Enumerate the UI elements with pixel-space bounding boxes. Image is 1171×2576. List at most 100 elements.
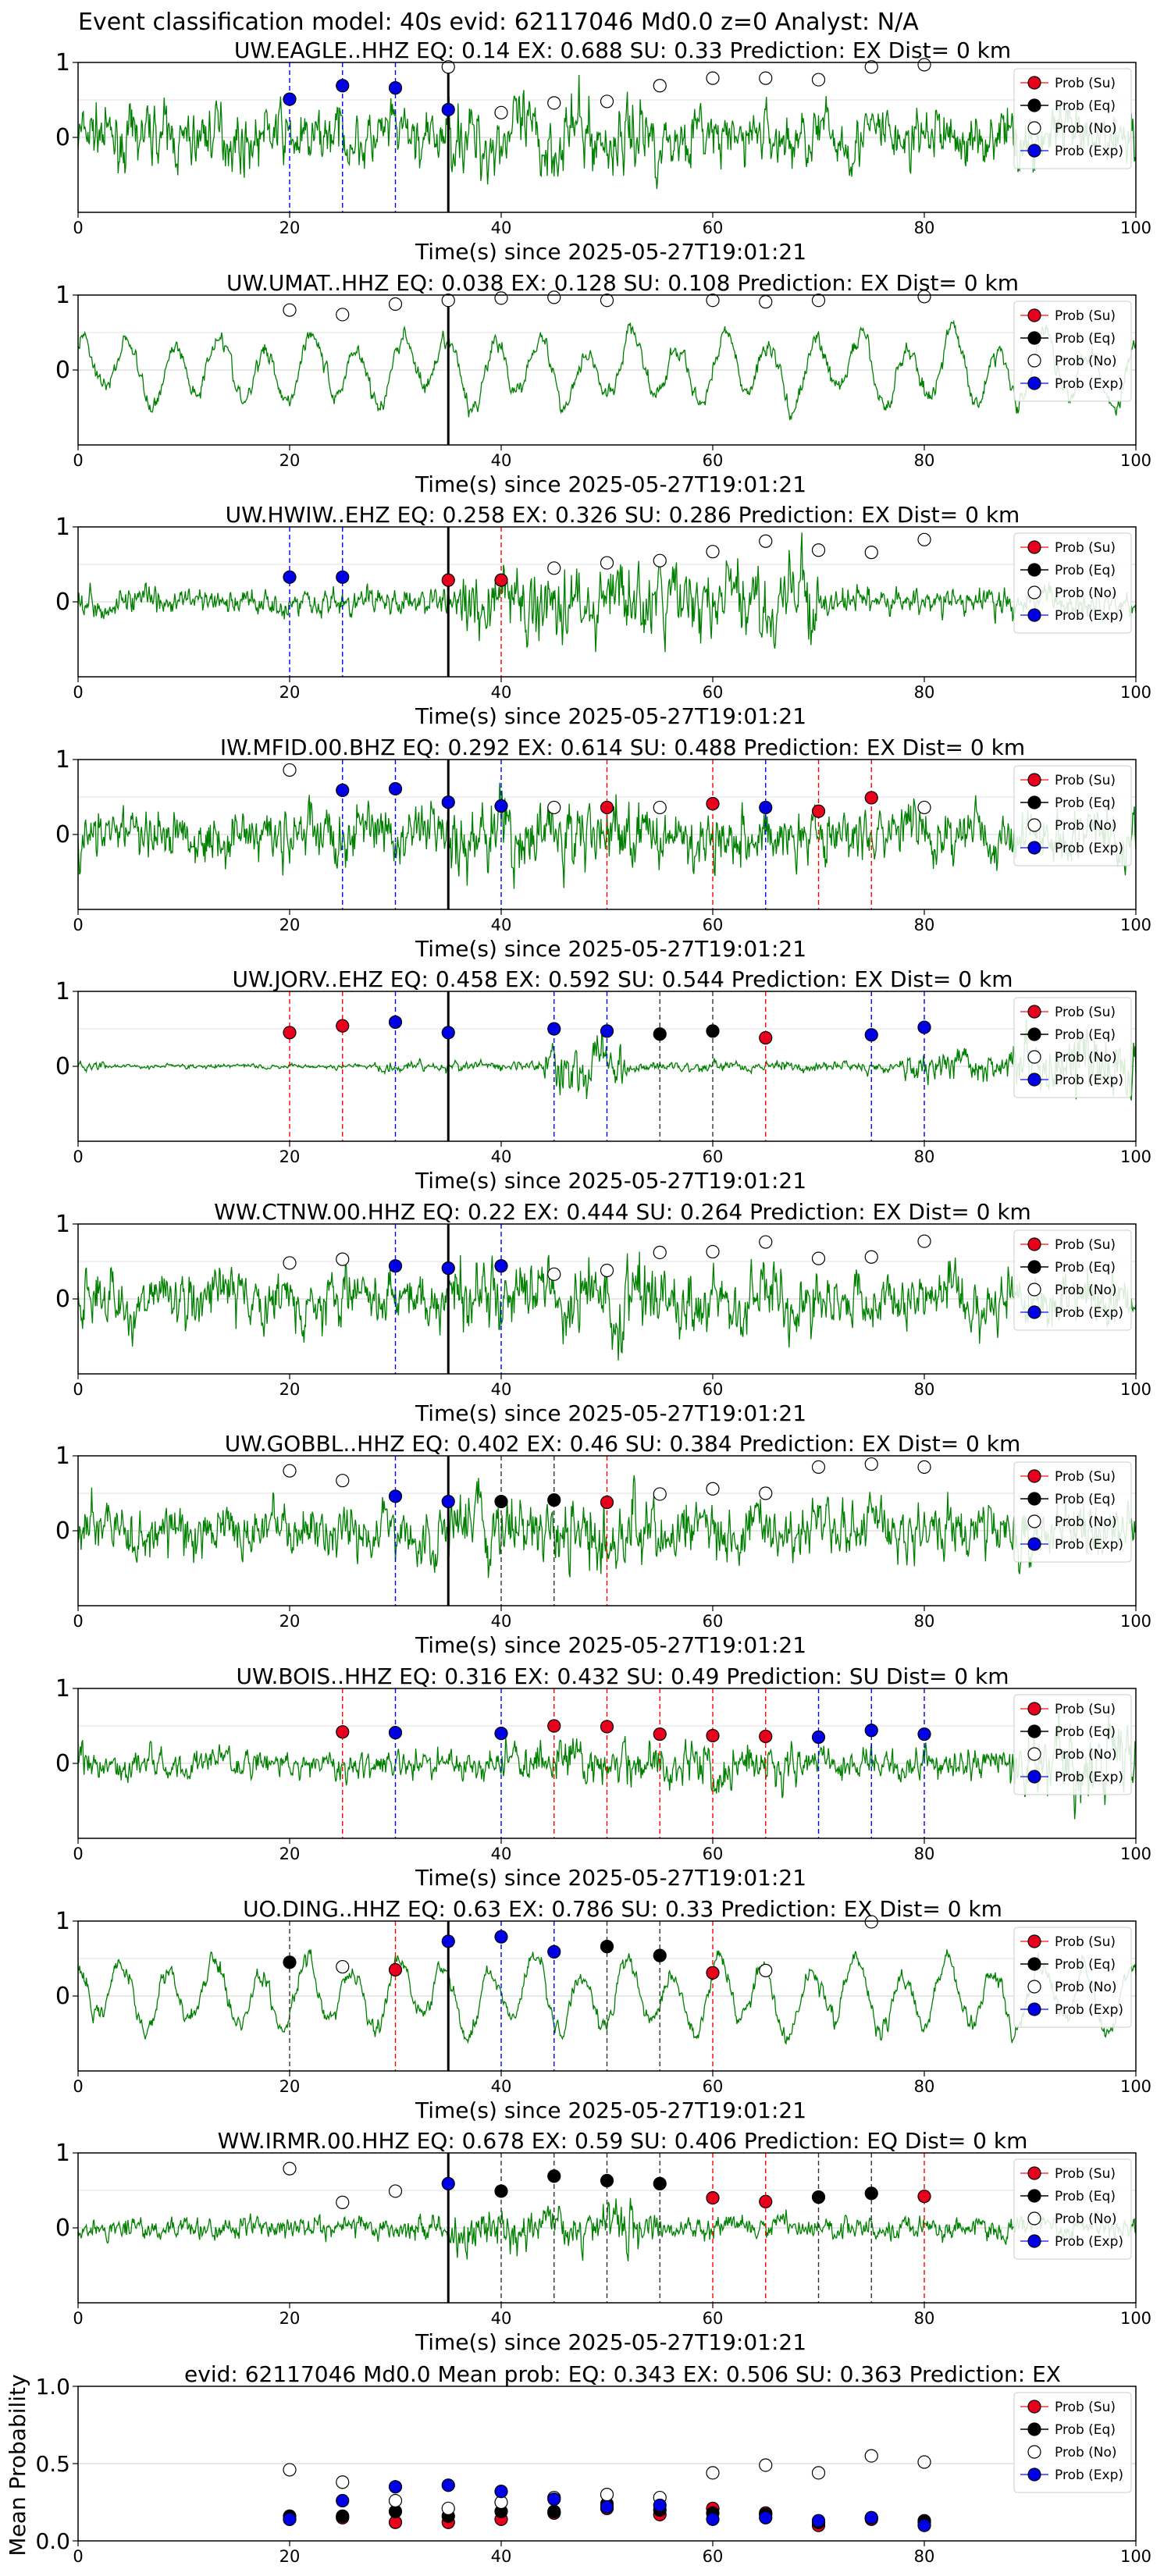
x-tick-label: 0 [73,1147,83,1166]
x-tick-label: 20 [279,2309,301,2328]
x-tick-label: 60 [703,1845,724,1863]
panel-10: 0 20 40 60 80 100 0 1 WW.IRMR.00.HHZ EQ: 0.678 E… [55,2128,1151,2355]
x-tick-label: 0 [73,1845,83,1863]
y-tick-label: 1 [55,746,70,774]
prob-point-no [759,534,773,548]
x-tick-label: 100 [1120,2077,1151,2096]
prob-point-eq [864,2186,878,2201]
x-axis-label: Time(s) since 2025-05-27T19:01:21 [415,703,806,729]
prob-point-exp [494,1259,508,1273]
prob-point-exp [600,1024,614,1038]
legend-label: Prob (Eq) [1055,2189,1116,2204]
prob-point-no [336,1252,350,1266]
legend-box [1013,1229,1132,1331]
legend-marker-exp [1027,2234,1041,2248]
panel-4: 0 20 40 60 80 100 0 1 IW.MFID.00.BHZ EQ: 0.292 E… [55,735,1151,962]
mean-prob-point-exp [653,2498,667,2513]
prob-point-no [811,1251,826,1265]
x-tick-label: 60 [703,1380,724,1399]
legend-marker-su [1027,773,1041,787]
legend-marker-eq [1027,1724,1041,1738]
x-tick-label: 0 [73,451,83,470]
prob-point-su [494,573,508,587]
prob-point-eq [653,1948,667,1962]
legend: Prob (Su) Prob (Eq) Prob (No) Prob (Exp) [1013,1694,1132,1795]
x-tick-label: 20 [279,1612,301,1631]
prob-point-su [336,1019,350,1033]
prob-point-exp [388,781,403,796]
x-tick-label: 40 [491,683,512,702]
legend-marker-su [1027,1469,1041,1483]
y-tick-label: 1 [55,1908,70,1935]
x-tick-label: 80 [914,683,935,702]
x-tick-label: 20 [279,2547,301,2566]
prob-point-no [759,1963,773,1977]
x-tick-label: 80 [914,219,935,237]
legend-box [1013,1694,1132,1795]
prob-point-exp [388,1726,403,1740]
x-tick-label: 60 [703,2077,724,2096]
x-axis-label: Time(s) since 2025-05-27T19:01:21 [415,1865,806,1891]
x-tick-label: 40 [491,2077,512,2096]
legend-label: Prob (Exp) [1055,2234,1123,2250]
prob-point-eq [811,2190,826,2204]
x-tick-label: 80 [914,1380,935,1399]
legend-label: Prob (Su) [1055,76,1116,91]
prob-point-exp [441,795,455,809]
mean-prob-point-exp [706,2512,720,2526]
prob-point-no [653,1245,667,1260]
legend-marker-exp [1027,1073,1041,1087]
prob-point-su [441,573,455,587]
legend-label: Prob (Eq) [1055,331,1116,347]
legend-box [1013,1927,1132,2028]
legend-box [1013,2158,1132,2260]
legend-marker-eq [1027,1260,1041,1274]
prob-point-no [917,58,931,72]
prob-point-exp [336,79,350,93]
legend-marker-exp [1027,1770,1041,1784]
x-tick-label: 60 [703,2309,724,2328]
x-tick-label: 100 [1120,683,1151,702]
legend-marker-su [1027,1702,1041,1716]
prob-point-exp [336,783,350,797]
prob-point-no [759,71,773,85]
prob-point-no [441,294,455,308]
x-tick-label: 100 [1120,1147,1151,1166]
mean-prob-point-no [864,2449,878,2463]
x-tick-label: 0 [73,1380,83,1399]
x-tick-label: 40 [491,1380,512,1399]
prob-point-exp [441,1261,455,1276]
x-tick-label: 80 [914,1147,935,1166]
y-tick-label: 1 [55,514,70,541]
legend-marker-no [1027,354,1041,368]
prob-point-su [547,1719,561,1733]
y-tick-label: 0 [55,821,70,849]
x-axis-label: Time(s) since 2025-05-27T19:01:21 [415,2329,806,2355]
legend-label: Prob (Eq) [1055,795,1116,811]
legend-marker-exp [1027,841,1041,855]
x-tick-label: 20 [279,683,301,702]
x-tick-label: 20 [279,451,301,470]
panel-11: 0 20 40 60 80 100 0.0 0.5 1.0 evid: 62117046 Md0.… [5,2361,1151,2566]
mean-prob-point-no [283,2463,297,2477]
y-tick-label: 1 [55,1675,70,1703]
x-tick-label: 40 [491,1845,512,1863]
mean-prob-point-exp [283,2512,297,2526]
prob-point-no [336,1474,350,1488]
x-tick-label: 0 [73,219,83,237]
legend-label: Prob (Eq) [1055,563,1116,578]
x-tick-label: 40 [491,1612,512,1631]
prob-point-exp [283,570,297,584]
legend-label: Prob (Su) [1055,2400,1116,2415]
prob-point-su [917,2190,931,2204]
legend-marker-su [1027,540,1041,554]
x-tick-label: 80 [914,2547,935,2566]
legend-marker-eq [1027,2189,1041,2203]
mean-prob-point-no [811,2466,826,2480]
prob-point-exp [494,799,508,813]
prob-point-su [706,797,720,811]
prob-point-su [706,1966,720,1980]
prob-point-no [547,561,561,575]
y-tick-label: 0 [55,1517,70,1545]
seismic-trace [77,1948,1137,2045]
